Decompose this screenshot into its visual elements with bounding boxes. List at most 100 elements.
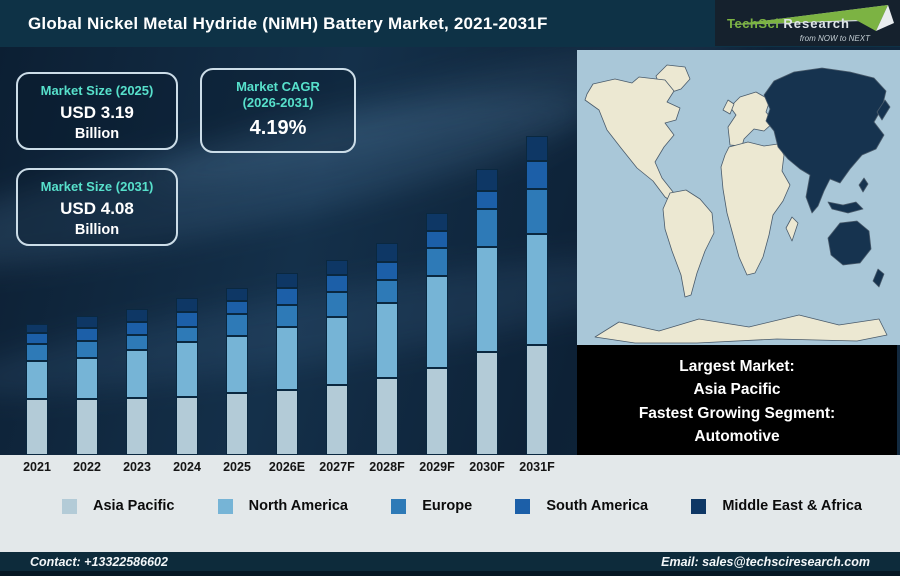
logo-arrow-icon [730,5,894,31]
bar-2031f [526,136,548,455]
bar-segment-asia-pacific [226,393,248,455]
legend-item-south-america: South America [515,498,648,514]
bar-segment-europe [126,335,148,350]
market-size-2025-box: Market Size (2025) USD 3.19 Billion [16,72,178,150]
bar-segment-asia-pacific [26,399,48,455]
map-uk [722,99,735,115]
map-africa [720,141,791,276]
legend-item-europe: Europe [391,498,472,514]
market-cagr-box: Market CAGR (2026-2031) 4.19% [200,68,356,153]
legend-label-south-america: South America [546,498,649,514]
map-europe [727,91,775,147]
bar-segment-south-america [76,328,98,341]
map-new-zealand-highlighted [872,268,885,288]
logo-name-primary: TechSci [727,16,780,31]
bar-segment-europe [526,189,548,234]
bar-segment-north-america [426,276,448,368]
bar-segment-north-america [226,336,248,393]
world-map [577,50,900,345]
bar-2026e [276,273,298,455]
bar-2023 [126,309,148,455]
bar-segment-south-america [326,275,348,292]
info-box-unit: Billion [74,126,120,143]
x-axis-label-2026e: 2026E [268,460,306,474]
legend-item-middle-east-africa: Middle East & Africa [691,498,862,514]
bar-segment-asia-pacific [76,399,98,455]
bar-2028f [376,243,398,455]
bar-segment-north-america [126,350,148,398]
bar-segment-south-america [526,161,548,189]
info-box-title: Market CAGR (2026-2031) [202,79,354,112]
bar-segment-europe [426,248,448,276]
contact-phone: Contact: +13322586602 [30,554,168,569]
bar-segment-middle-east-africa [526,136,548,161]
world-map-svg [584,64,891,344]
info-box-value: USD 3.19 [60,103,134,123]
bar-segment-asia-pacific [276,390,298,455]
map-south-america [662,189,715,298]
bar-segment-south-america [126,322,148,335]
legend-item-asia-pacific: Asia Pacific [62,498,174,514]
legend-swatch-europe [391,498,407,514]
bar-2030f [476,169,498,455]
stacked-bar-chart [0,47,575,455]
bar-segment-north-america [526,234,548,345]
market-highlights-box: Largest Market: Asia Pacific Fastest Gro… [577,345,897,458]
bar-segment-north-america [376,303,398,378]
bar-segment-asia-pacific [176,397,198,455]
bar-segment-asia-pacific [376,378,398,455]
bar-segment-south-america [376,262,398,280]
info-box-title-line1: Market CAGR [236,79,320,94]
largest-market-label: Largest Market: [679,358,795,375]
bar-segment-middle-east-africa [126,309,148,322]
bar-segment-south-america [176,312,198,327]
bar-segment-south-america [476,191,498,209]
bar-segment-europe [26,344,48,361]
bar-2024 [176,298,198,455]
fastest-segment-label: Fastest Growing Segment: [638,404,836,422]
bar-segment-north-america [276,327,298,390]
axis-legend-strip [0,455,900,553]
bar-segment-europe [376,280,398,303]
map-asia-highlighted [763,67,887,214]
bar-segment-north-america [326,317,348,385]
bar-segment-europe [476,209,498,247]
bar-segment-north-america [26,361,48,399]
legend-swatch-middle-east-africa [691,498,707,514]
logo-wordmark: TechSci Research [727,15,850,33]
bar-segment-middle-east-africa [226,288,248,301]
x-axis-labels: 2021 2022 2023 2024 2025 2026E 2027F 2028F 2029F… [0,460,575,478]
map-antarctica [594,314,888,344]
legend-swatch-asia-pacific [62,498,77,514]
legend-item-north-america: North America [217,498,348,514]
bar-segment-europe [76,341,98,358]
largest-market-value: Asia Pacific [693,381,781,399]
bar-segment-asia-pacific [126,398,148,455]
map-japan-highlighted [876,99,891,121]
map-indonesia-highlighted [827,201,864,214]
map-philippines-highlighted [858,177,869,193]
x-axis-label-2025: 2025 [223,460,251,474]
bar-segment-europe [176,327,198,342]
info-box-title: Market Size (2025) [40,83,154,98]
bar-segment-asia-pacific [476,352,498,455]
x-axis-label-2029f: 2029F [419,460,455,474]
bar-segment-europe [326,292,348,317]
info-box-title-line2: (2026-2031) [242,95,314,111]
fastest-segment-value: Automotive [694,427,780,445]
bar-2021 [26,324,48,455]
logo-tagline: from NOW to NEXT [799,34,870,43]
info-box-value: USD 4.08 [60,199,134,219]
x-axis-label-2024: 2024 [173,460,201,474]
legend-label-europe: Europe [422,498,473,514]
info-box-value: 4.19% [249,116,307,139]
bar-segment-south-america [276,288,298,305]
footer-bar: Contact: +13322586602 Email: sales@techs… [0,552,900,571]
page-title: Global Nickel Metal Hydride (NiMH) Batte… [28,13,548,33]
x-axis-label-2031f: 2031F [519,460,555,474]
x-axis-label-2021: 2021 [23,460,51,474]
bar-segment-south-america [26,333,48,344]
bar-segment-south-america [426,231,448,248]
legend-label-asia-pacific: Asia Pacific [93,498,175,514]
